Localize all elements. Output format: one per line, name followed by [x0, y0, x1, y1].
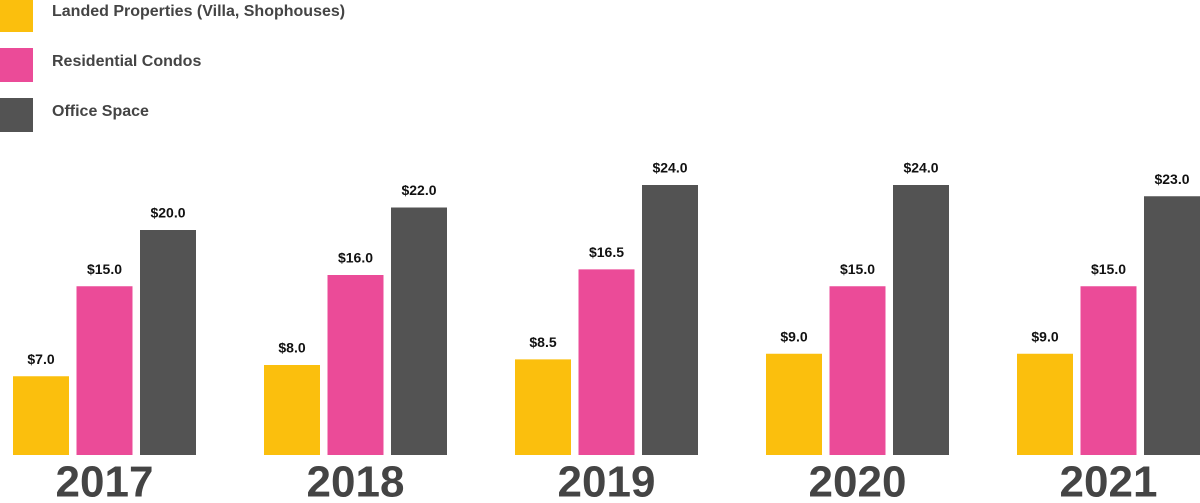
value-label: $20.0	[150, 205, 185, 221]
legend-label: Residential Condos	[52, 53, 201, 70]
value-label: $24.0	[652, 160, 687, 176]
value-label: $24.0	[903, 160, 938, 176]
legend-swatch	[0, 98, 33, 132]
bar	[327, 275, 384, 455]
legend-label: Office Space	[52, 103, 149, 120]
x-tick-label: 2019	[558, 458, 656, 503]
x-tick-label: 2020	[809, 458, 907, 503]
x-tick-label: 2017	[56, 458, 154, 503]
bar	[1080, 286, 1137, 455]
bar	[642, 185, 698, 455]
bar	[1144, 196, 1200, 455]
value-label: $8.5	[529, 334, 556, 350]
x-tick-label: 2018	[307, 458, 405, 503]
value-label: $8.0	[278, 340, 305, 356]
value-label: $15.0	[1091, 261, 1126, 277]
value-label: $7.0	[27, 351, 54, 367]
bar	[13, 376, 69, 455]
value-label: $16.0	[338, 250, 373, 266]
value-label: $9.0	[780, 328, 807, 344]
bar	[1017, 353, 1073, 455]
bar	[76, 286, 133, 455]
value-label: $15.0	[87, 261, 122, 277]
bar	[264, 365, 320, 455]
bar	[893, 185, 949, 455]
bar	[515, 359, 571, 455]
x-tick-label: 2021	[1060, 458, 1158, 503]
value-label: $16.5	[589, 244, 624, 260]
bar	[578, 269, 635, 455]
bar	[829, 286, 886, 455]
value-label: $9.0	[1031, 328, 1058, 344]
value-label: $23.0	[1154, 171, 1189, 187]
bar	[391, 207, 447, 455]
bar	[140, 230, 196, 455]
value-label: $15.0	[840, 261, 875, 277]
legend-label: Landed Properties (Villa, Shophouses)	[52, 3, 345, 20]
legend-swatch	[0, 48, 33, 82]
legend-swatch	[0, 0, 33, 32]
value-label: $22.0	[401, 182, 436, 198]
bar	[766, 353, 822, 455]
